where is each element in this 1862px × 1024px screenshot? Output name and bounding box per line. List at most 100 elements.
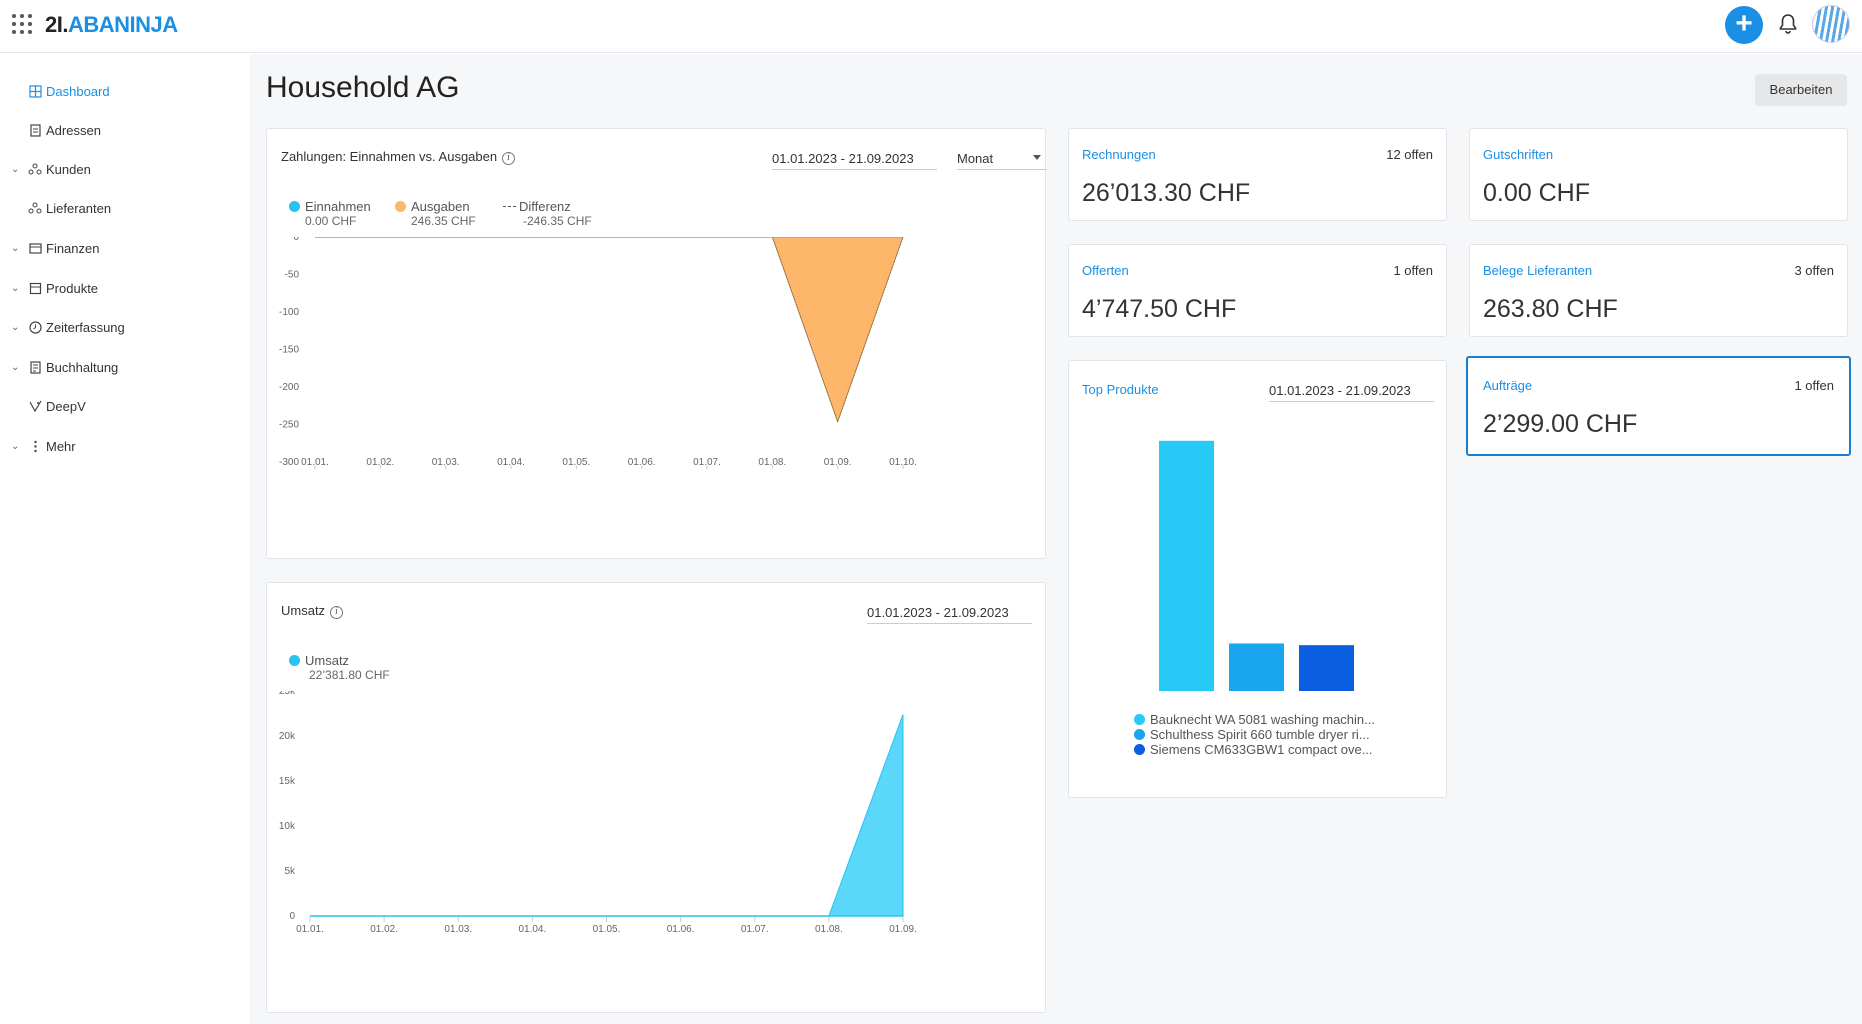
kpi-title[interactable]: Aufträge [1483,378,1533,393]
kpi-value: 26’013.30 CHF [1082,179,1251,207]
y-tick-label: 0 [293,237,299,243]
sidebar-item-label: Finanzen [46,240,100,256]
legend-name: Siemens CM633GBW1 compact ove... [1150,742,1373,757]
sidebar-item-mehr[interactable]: ⌄ Mehr [0,431,250,461]
customers-icon [28,162,42,176]
add-button[interactable]: + [1725,6,1763,44]
info-icon[interactable]: i [502,152,516,165]
x-tick-label: 01.01. [301,457,329,468]
gutschriften-card[interactable]: Gutschriften 0.00 CHF [1469,128,1848,221]
chevron-down-icon[interactable]: ⌄ [11,321,20,333]
series-area-ausgaben [315,237,904,423]
legend-value: 22’381.80 CHF [309,668,390,682]
sidebar-item-produkte[interactable]: ⌄ Produkte [0,273,250,303]
sidebar-item-lieferanten[interactable]: Lieferanten [0,193,250,223]
sidebar-item-label: DeepV [46,398,86,414]
legend-dot [1134,744,1145,755]
kpi-value: 2’299.00 CHF [1483,410,1638,438]
payments-card: Zahlungen: Einnahmen vs. Ausgaben i 01.01… [266,128,1047,559]
rechnungen-card[interactable]: Rechnungen 12 offen 26’013.30 CHF [1068,128,1447,221]
chevron-down-icon[interactable]: ⌄ [11,242,20,254]
legend-dash [503,206,516,207]
offerten-card[interactable]: Offerten 1 offen 4’747.50 CHF [1068,244,1447,337]
sidebar-item-label: Produkte [46,280,99,296]
kpi-value: 4’747.50 CHF [1082,295,1237,323]
umsatz-chart: 25k 20k 15k 10k 5k 001.01. 01.02. 01.03. 01.04. 0… [279,691,917,935]
top-products-chart [1159,440,1354,691]
x-tick-label: 01.08. [815,924,843,935]
y-tick-label: -150 [279,345,299,356]
legend-value: 246.35 CHF [411,214,476,228]
top-products-date-range[interactable]: 01.01.2023 - 21.09.2023 [1269,383,1434,402]
legend-value: 0.00 CHF [305,214,357,228]
payments-title-text: Zahlungen: Einnahmen vs. Ausgaben [281,149,498,164]
bell-icon[interactable] [1776,12,1800,36]
series-area-umsatz [310,714,904,917]
chevron-down-icon[interactable]: ⌄ [11,163,20,175]
sidebar-item-kunden[interactable]: ⌄ Kunden [0,154,250,184]
app-logo[interactable]: 2I.ABANINJA [45,12,178,38]
sidebar-item-zeiterfassung[interactable]: ⌄ Zeiterfassung [0,312,250,342]
kpi-open-count: 1 offen [1393,263,1433,278]
more-vertical-icon [28,439,42,453]
y-tick-label: 15k [279,776,296,787]
legend-name: Einnahmen [305,199,371,214]
product-bar [1299,645,1354,691]
sidebar-item-finanzen[interactable]: ⌄ Finanzen [0,233,250,263]
y-tick-label: 0 [289,911,295,922]
belege-lieferanten-card[interactable]: Belege Lieferanten 3 offen 263.80 CHF [1469,244,1848,337]
legend-dot [289,655,300,666]
page-title: Household AG [266,71,460,104]
sidebar-item-deepv[interactable]: DeepV [0,391,250,421]
series-line-differenz [315,237,904,423]
sidebar-item-label: Dashboard [46,83,110,99]
app-grid-icon[interactable] [10,12,34,36]
x-tick-label: 01.02. [370,924,398,935]
x-tick-label: 01.03. [444,924,472,935]
top-bar: 2I.ABANINJA + [0,0,1862,53]
y-tick-label: -300 [279,457,299,468]
y-tick-label: -250 [279,420,299,431]
payments-period-value: Monat [957,151,994,166]
finance-icon [28,241,42,255]
kpi-title[interactable]: Gutschriften [1483,147,1554,162]
kpi-value: 0.00 CHF [1483,179,1590,207]
legend-dot [289,201,300,212]
top-products-title[interactable]: Top Produkte [1082,382,1159,397]
sidebar-item-dashboard[interactable]: Dashboard [0,76,250,106]
edit-button[interactable]: Bearbeiten [1755,74,1847,106]
sidebar-item-label: Buchhaltung [46,359,119,375]
auftraege-card[interactable]: Aufträge 1 offen 2’299.00 CHF [1466,356,1851,456]
main-content: Household AG Bearbeiten Zahlungen: Einna… [250,54,1862,1024]
avatar[interactable] [1812,5,1850,43]
x-tick-label: 01.02. [366,457,394,468]
kpi-value: 263.80 CHF [1483,295,1618,323]
logo-prefix: 2I. [45,12,68,37]
chevron-down-icon[interactable]: ⌄ [11,440,20,452]
legend-dot [1134,729,1145,740]
legend-name: Differenz [519,199,571,214]
x-tick-label: 01.08. [758,457,786,468]
payments-date-range[interactable]: 01.01.2023 - 21.09.2023 [772,151,937,170]
chevron-down-icon[interactable]: ⌄ [11,282,20,294]
kpi-title[interactable]: Belege Lieferanten [1483,263,1593,278]
legend-dot [1134,714,1145,725]
umsatz-title-text: Umsatz [281,603,326,618]
sidebar-item-adressen[interactable]: Adressen [0,115,250,145]
payments-period-select[interactable]: Monat [957,151,1047,170]
y-tick-label: -200 [279,382,299,393]
sidebar-item-buchhaltung[interactable]: ⌄ Buchhaltung [0,352,250,382]
x-tick-label: 01.06. [628,457,656,468]
chevron-down-icon[interactable]: ⌄ [11,361,20,373]
kpi-title[interactable]: Rechnungen [1082,147,1156,162]
kpi-title[interactable]: Offerten [1082,263,1129,278]
x-tick-label: 01.07. [693,457,721,468]
x-tick-label: 01.05. [593,924,621,935]
legend-value: -246.35 CHF [523,214,592,228]
info-icon[interactable]: i [330,606,344,619]
umsatz-title: Umsatz i [281,603,344,619]
y-tick-label: 25k [279,691,296,697]
payments-chart: 0 -50 -100 -150 -200 -250 -300 01.01. 01.02. 01.0… [279,237,917,469]
umsatz-date-range[interactable]: 01.01.2023 - 21.09.2023 [867,605,1032,624]
umsatz-card: Umsatz i 01.01.2023 - 21.09.2023 Umsatz 2… [266,582,1046,1013]
